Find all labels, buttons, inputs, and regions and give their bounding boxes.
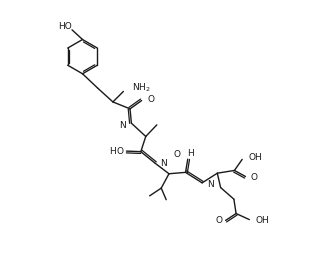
- Text: N: N: [160, 159, 167, 168]
- Text: O: O: [116, 146, 123, 156]
- Text: OH: OH: [248, 153, 262, 162]
- Text: HO: HO: [58, 22, 72, 31]
- Text: O: O: [148, 95, 155, 104]
- Text: OH: OH: [256, 217, 269, 225]
- Text: O: O: [215, 216, 222, 225]
- Text: O: O: [251, 173, 257, 182]
- Text: N: N: [207, 180, 214, 189]
- Text: NH$_2$: NH$_2$: [132, 82, 150, 94]
- Text: H: H: [187, 149, 194, 158]
- Text: O: O: [173, 150, 180, 159]
- Text: H: H: [109, 146, 116, 156]
- Text: N: N: [119, 121, 126, 130]
